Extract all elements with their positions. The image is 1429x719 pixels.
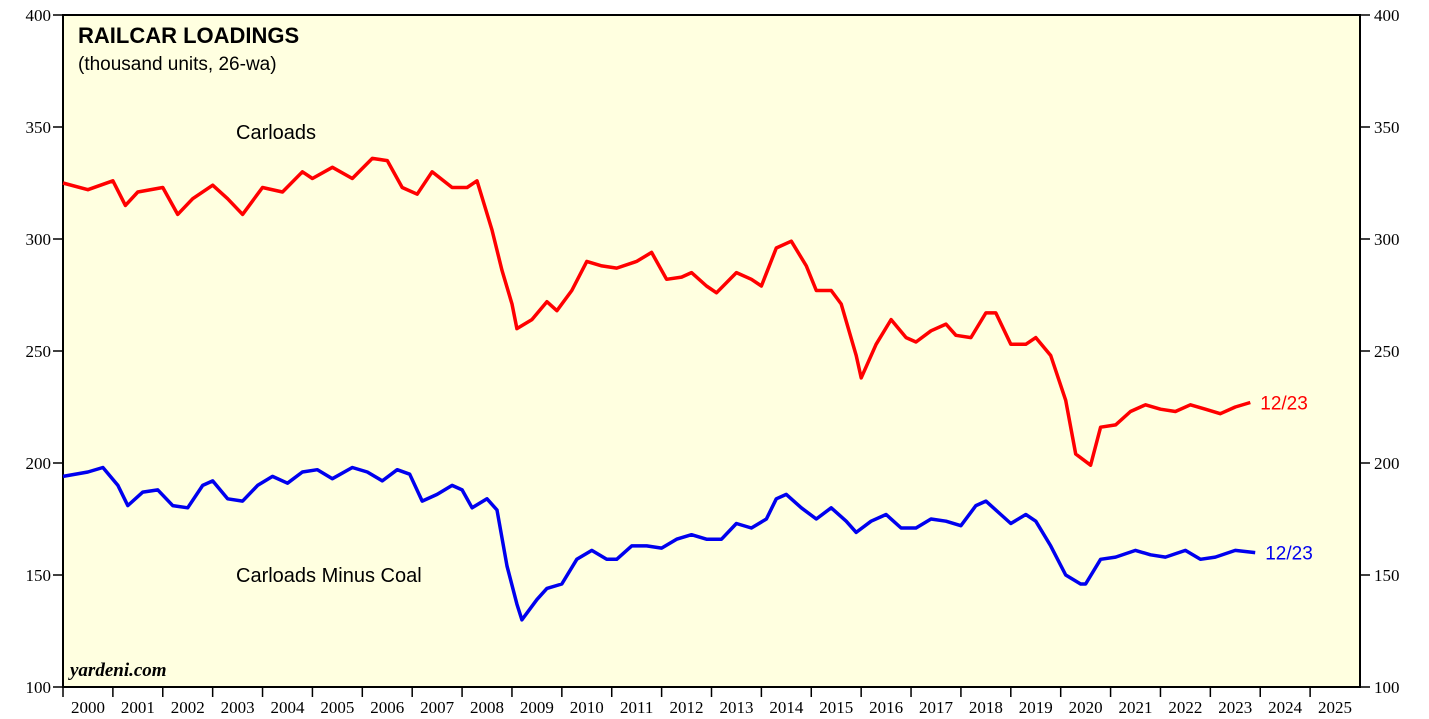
x-tick-label: 2022 [1168,698,1202,717]
y-tick-label: 400 [26,6,52,25]
x-tick-label: 2013 [719,698,753,717]
y2-tick-label: 350 [1374,118,1400,137]
y-tick-label: 100 [26,678,52,697]
x-tick-label: 2002 [171,698,205,717]
x-tick-label: 2020 [1069,698,1103,717]
x-tick-label: 2025 [1318,698,1352,717]
series-label: Carloads Minus Coal [236,565,422,587]
chart-title: RAILCAR LOADINGS [78,23,299,48]
x-tick-label: 2008 [470,698,504,717]
y2-tick-label: 400 [1374,6,1400,25]
x-tick-label: 2000 [71,698,105,717]
plot-area [62,14,1361,688]
end-label: 12/23 [1265,544,1313,565]
y-tick-label: 150 [26,566,52,585]
x-tick-label: 2009 [520,698,554,717]
x-tick-label: 2006 [370,698,404,717]
y2-tick-label: 200 [1374,454,1400,473]
y-tick-label: 300 [26,230,52,249]
x-tick-label: 2004 [270,698,305,717]
x-tick-label: 2018 [969,698,1003,717]
x-tick-label: 2007 [420,698,455,717]
x-tick-label: 2023 [1218,698,1252,717]
source: yardeni.com [68,660,167,681]
y-tick-label: 250 [26,342,52,361]
end-label: 12/23 [1260,394,1308,415]
series-label: Carloads [236,122,316,144]
series-line [62,156,1251,467]
x-tick-label: 2011 [620,698,653,717]
y-tick-label: 200 [26,454,52,473]
x-tick-label: 2017 [919,698,954,717]
series-line [62,465,1256,622]
x-tick-label: 2024 [1268,698,1303,717]
x-tick-label: 2003 [221,698,255,717]
x-tick-label: 2010 [570,698,604,717]
x-tick-label: 2012 [670,698,704,717]
x-tick-label: 2015 [819,698,853,717]
x-tick-label: 2005 [320,698,354,717]
chart-subtitle: (thousand units, 26-wa) [78,54,277,75]
x-tick-label: 2001 [121,698,155,717]
y-tick-label: 350 [26,118,52,137]
y2-tick-label: 300 [1374,230,1400,249]
x-tick-label: 2016 [869,698,903,717]
x-tick-label: 2019 [1019,698,1053,717]
x-tick-label: 2021 [1119,698,1153,717]
y2-tick-label: 100 [1374,678,1400,697]
y2-tick-label: 250 [1374,342,1400,361]
y2-tick-label: 150 [1374,566,1400,585]
x-tick-label: 2014 [769,698,804,717]
